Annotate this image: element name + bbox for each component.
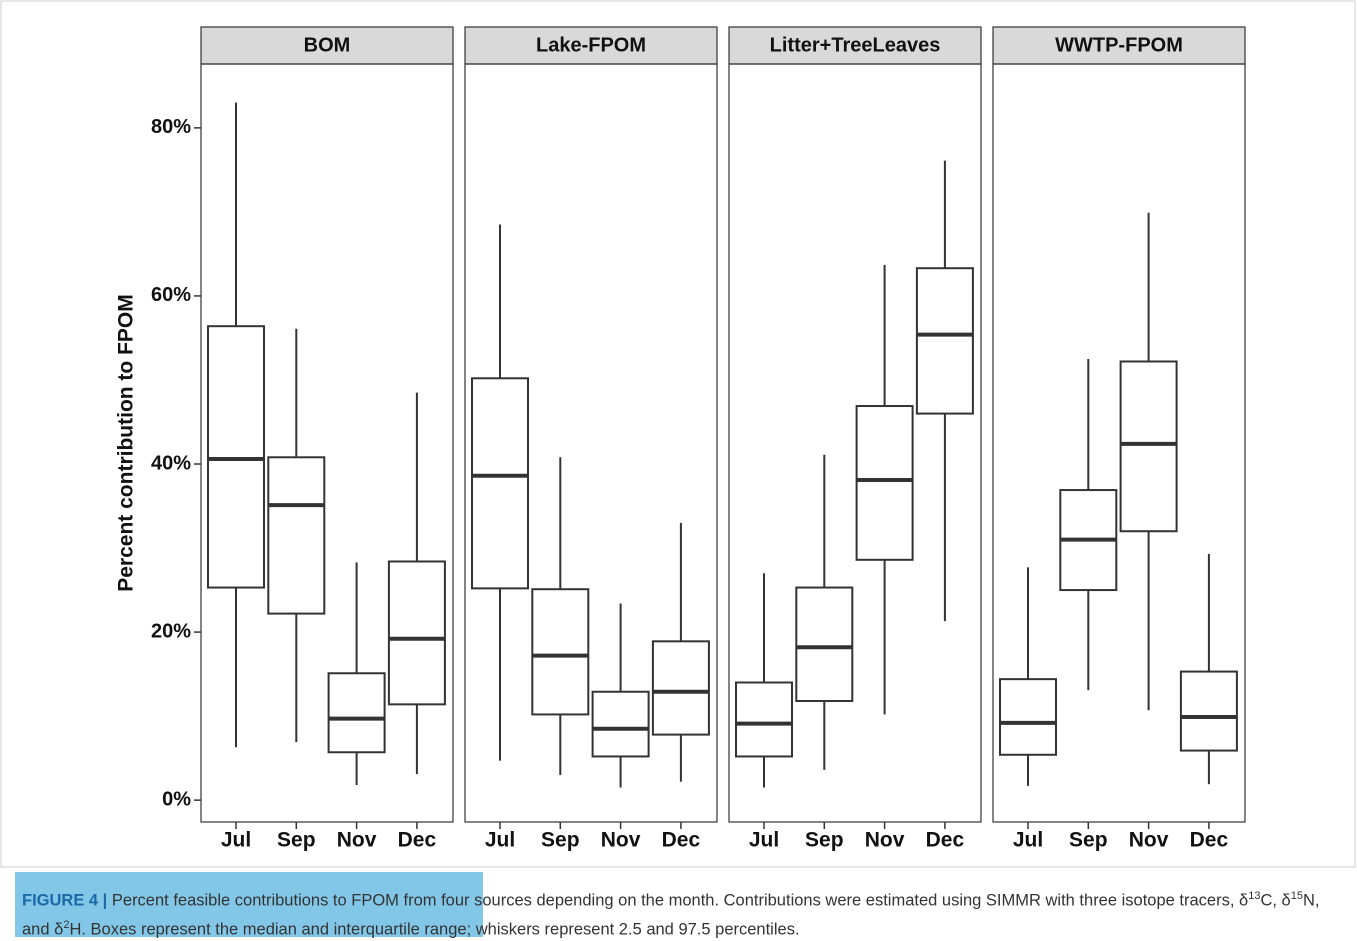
box [915, 267, 974, 415]
x-tick-label: Nov [1129, 829, 1169, 852]
box [387, 560, 446, 706]
box [471, 377, 529, 590]
box [207, 325, 265, 589]
x-tick-label: Sep [1069, 829, 1108, 852]
x-tick-label: Dec [398, 829, 437, 852]
caption-text: N, and δ [22, 891, 1320, 939]
chart: Percent contribution to FPOM 0% 20% 40% 60%… [0, 0, 1356, 868]
y-tick-label: 40% [151, 452, 191, 474]
box [735, 681, 793, 758]
box [327, 672, 386, 754]
caption-superscript: 2 [63, 918, 70, 931]
caption-text: Percent feasible contributions to FPOM f… [107, 891, 1249, 910]
x-tick-label: Dec [662, 829, 701, 852]
box [1179, 670, 1238, 752]
caption-label: FIGURE 4 | [22, 891, 108, 910]
caption-superscript: 13 [1248, 890, 1261, 902]
y-axis-label: Percent contribution to FPOM [115, 294, 138, 592]
box [1119, 360, 1178, 533]
x-tick-label: Nov [865, 829, 905, 852]
panel [464, 63, 718, 823]
x-tick-label: Sep [277, 829, 316, 852]
box [999, 678, 1057, 756]
box [795, 586, 854, 702]
facet-title: Lake-FPOM [536, 34, 646, 56]
panel [200, 63, 454, 823]
facet-title: WWTP-FPOM [1055, 34, 1183, 56]
caption: FIGURE 4 | Percent feasible contribution… [22, 884, 1322, 941]
selection-highlight [15, 872, 483, 937]
panel [992, 63, 1246, 823]
facet-title: BOM [304, 34, 351, 56]
box [651, 640, 710, 736]
box [531, 588, 590, 716]
frame [0, 0, 1356, 868]
x-tick-label: Sep [805, 829, 844, 852]
x-tick-label: Nov [601, 829, 641, 852]
caption-superscript: 15 [1290, 890, 1303, 902]
strip [464, 26, 718, 65]
x-tick-label: Dec [1190, 829, 1229, 852]
caption-text: C, δ [1260, 891, 1291, 910]
strip [992, 26, 1246, 65]
x-tick-label: Jul [749, 829, 779, 852]
x-tick-label: Nov [337, 829, 377, 852]
strip [728, 26, 982, 65]
y-tick-label: 0% [162, 788, 191, 810]
x-tick-label: Jul [485, 829, 515, 852]
y-tick-label: 80% [151, 116, 191, 138]
x-tick-label: Jul [1013, 829, 1043, 852]
caption-text: H. Boxes represent the median and interq… [69, 920, 800, 938]
x-tick-label: Jul [221, 829, 251, 852]
box [267, 456, 326, 615]
y-tick-label: 20% [151, 620, 191, 642]
box [591, 690, 650, 758]
facet-title: Litter+TreeLeaves [770, 34, 941, 56]
panel [728, 63, 982, 823]
box [855, 405, 914, 561]
x-tick-label: Sep [541, 829, 580, 852]
y-tick-label: 60% [151, 284, 191, 306]
x-tick-label: Dec [926, 829, 965, 852]
